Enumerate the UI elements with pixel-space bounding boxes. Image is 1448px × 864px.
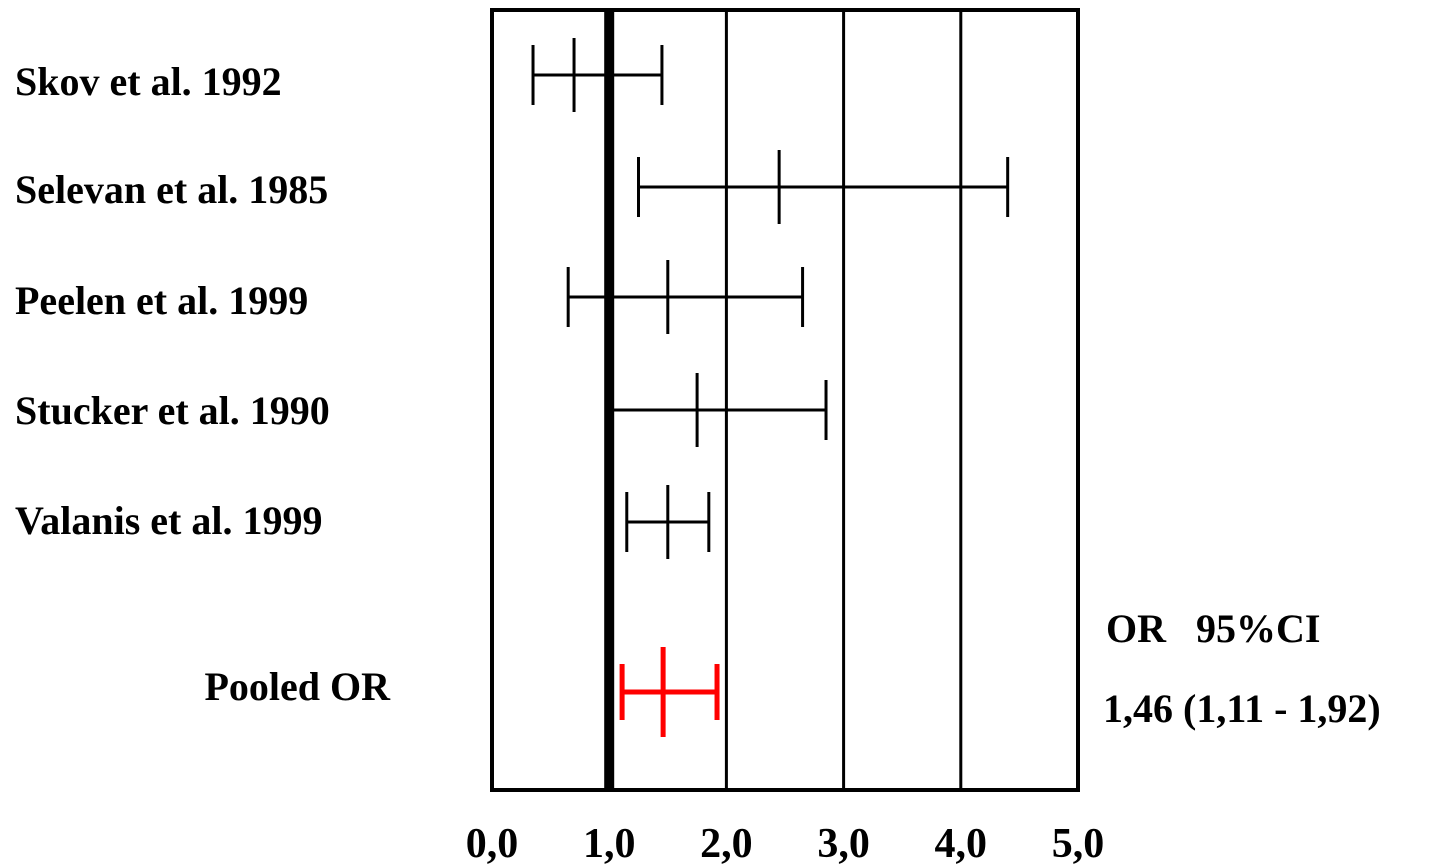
- plot-frame: [490, 8, 1080, 792]
- gridlines: [724, 10, 963, 790]
- study-label: Peelen et al. 1999: [15, 278, 308, 323]
- annotation-header: OR 95%CI: [1106, 606, 1320, 651]
- study-label: Stucker et al. 1990: [15, 388, 330, 433]
- x-tick-label: 0,0: [466, 821, 519, 864]
- x-tick-label: 3,0: [817, 821, 870, 864]
- ci-marker: [607, 373, 828, 447]
- study-label: Skov et al. 1992: [15, 59, 282, 104]
- ci-marker: [619, 647, 720, 737]
- x-tick-label: 5,0: [1052, 821, 1105, 864]
- study-label: Selevan et al. 1985: [15, 167, 328, 212]
- x-tick-labels: 0,0 1,0 2,0 3,0 4,0 5,0: [466, 821, 1105, 864]
- ci-marker: [637, 150, 1010, 224]
- ci-marker: [566, 260, 805, 334]
- ci-marker: [531, 38, 664, 112]
- study-labels: Skov et al. 1992 Selevan et al. 1985 Peele…: [15, 59, 391, 709]
- x-tick-label: 2,0: [700, 821, 753, 864]
- study-label: Valanis et al. 1999: [15, 498, 322, 543]
- ci-marker: [625, 485, 711, 559]
- x-tick-label: 1,0: [583, 821, 636, 864]
- pooled-label: Pooled OR: [204, 664, 391, 709]
- study-markers: [531, 38, 1010, 737]
- x-tick-label: 4,0: [935, 821, 988, 864]
- annotation-value: 1,46 (1,11 - 1,92): [1103, 686, 1381, 731]
